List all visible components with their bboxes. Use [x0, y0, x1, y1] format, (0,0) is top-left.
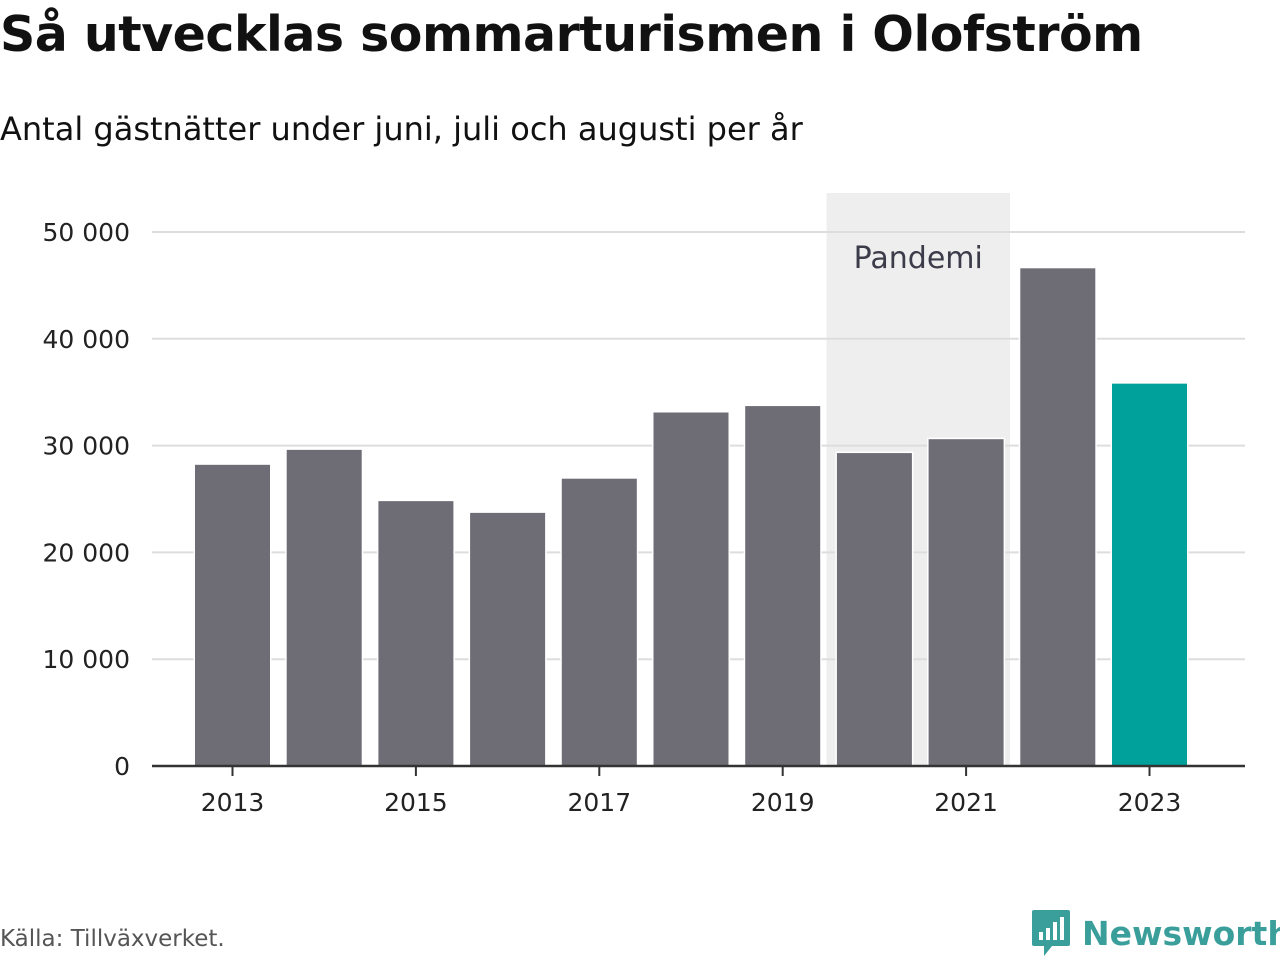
newsworthy-logo-icon [1032, 910, 1070, 956]
chart-title: Så utvecklas sommarturismen i Olofström [0, 6, 1143, 63]
bar-2018 [652, 410, 730, 768]
y-tick-label: 50 000 [43, 218, 130, 247]
x-tick-label: 2013 [201, 788, 265, 817]
x-tick-label: 2015 [384, 788, 448, 817]
bar-2013 [193, 463, 272, 768]
x-tick-label: 2021 [934, 788, 998, 817]
bar-2019 [743, 404, 822, 768]
bar-2017 [560, 477, 639, 768]
y-tick-label: 30 000 [43, 432, 130, 461]
bar-2021 [927, 437, 1006, 768]
brand-logo: Newsworthy [1030, 906, 1280, 960]
x-tick-label: 2019 [751, 788, 815, 817]
chart-subtitle: Antal gästnätter under juni, juli och au… [0, 110, 803, 148]
y-tick-label: 20 000 [43, 538, 130, 567]
y-tick-label: 0 [114, 752, 130, 781]
bar-2014 [285, 448, 364, 768]
brand-name: Newsworthy [1082, 913, 1280, 953]
x-tick-label: 2017 [567, 788, 631, 817]
pandemic-annotation-label: Pandemi [854, 241, 983, 276]
bar-2022 [1018, 266, 1097, 768]
bar-2015 [376, 499, 455, 768]
y-tick-label: 40 000 [43, 325, 130, 354]
x-tick-label: 2023 [1118, 788, 1182, 817]
bar-2020 [835, 451, 914, 768]
bar-2023 [1110, 382, 1189, 768]
bar-2016 [468, 511, 547, 768]
source-note: Källa: Tillväxverket. [0, 926, 225, 952]
y-tick-label: 10 000 [43, 645, 130, 674]
bar-chart: Pandemi 0 10 000 20 000 30 000 40 000 50 000 20… [43, 193, 1245, 817]
